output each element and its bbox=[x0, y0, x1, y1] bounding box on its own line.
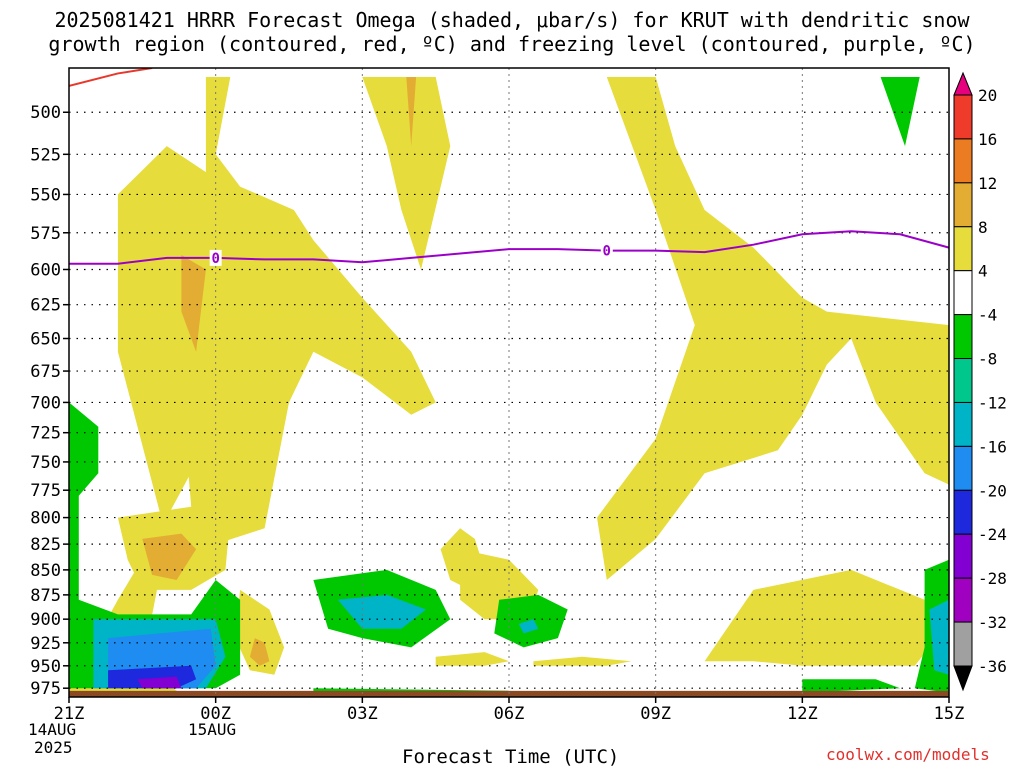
y-tick-label: 875 bbox=[30, 586, 61, 606]
omega-region-14 bbox=[235, 589, 285, 675]
y-tick-label: 950 bbox=[30, 657, 61, 677]
y-tick-label: 500 bbox=[30, 103, 61, 123]
chart-title-line1: 2025081421 HRRR Forecast Omega (shaded, … bbox=[54, 8, 970, 32]
omega-shading bbox=[69, 77, 949, 697]
colorbar-swatch bbox=[953, 138, 973, 184]
y-tick-label: 700 bbox=[30, 393, 61, 413]
x-tick-label: 00Z bbox=[200, 704, 231, 724]
colorbar-swatch bbox=[953, 314, 973, 360]
colorbar-swatch bbox=[953, 226, 973, 272]
colorbar-label: -16 bbox=[978, 437, 1007, 456]
dgz-contour bbox=[69, 68, 153, 87]
freezing-label-bg bbox=[209, 249, 222, 266]
y-tick-label: 525 bbox=[30, 145, 61, 165]
colorbar-label: -32 bbox=[978, 613, 1007, 632]
y-tick-label: 550 bbox=[30, 185, 61, 205]
colorbar-top-arrow bbox=[953, 71, 973, 96]
colorbar-label: 20 bbox=[978, 86, 997, 105]
chart-title-line2: growth region (contoured, red, ºC) and f… bbox=[48, 32, 976, 56]
omega-region-21 bbox=[880, 77, 920, 147]
x-tick-label: 06Z bbox=[494, 704, 525, 724]
omega-region-3 bbox=[205, 77, 436, 439]
y-tick-label: 825 bbox=[30, 535, 61, 555]
omega-region-29 bbox=[137, 676, 182, 689]
date-start-day: 14AUG bbox=[28, 720, 77, 739]
colorbar-swatch bbox=[953, 358, 973, 403]
omega-region-2 bbox=[181, 255, 206, 352]
credit-link[interactable]: coolwx.com/models bbox=[826, 745, 990, 764]
y-tick-label: 800 bbox=[30, 509, 61, 529]
y-tick-label: 725 bbox=[30, 424, 61, 444]
omega-region-5 bbox=[406, 77, 417, 147]
omega-region-18 bbox=[337, 594, 426, 629]
date-day2: 15AUG bbox=[188, 720, 237, 739]
colorbar-label: -20 bbox=[978, 481, 1007, 500]
colorbar-swatch bbox=[953, 621, 973, 667]
colorbar-label: 4 bbox=[978, 262, 988, 281]
colorbar-swatch bbox=[953, 270, 973, 316]
y-tick-label: 975 bbox=[30, 679, 61, 699]
omega-region-20 bbox=[518, 619, 539, 634]
omega-region-13 bbox=[533, 656, 632, 666]
y-tick-label: 575 bbox=[30, 224, 61, 244]
colorbar-label: -36 bbox=[978, 657, 1007, 676]
colorbar-swatch bbox=[953, 489, 973, 535]
colorbar-label: 8 bbox=[978, 218, 988, 237]
omega-region-16 bbox=[69, 402, 241, 689]
colorbar-swatch bbox=[953, 533, 973, 579]
y-tick-label: 600 bbox=[30, 260, 61, 280]
colorbar-swatch bbox=[953, 577, 973, 623]
x-axis-title: Forecast Time (UTC) bbox=[402, 746, 620, 768]
colorbar-swatch bbox=[953, 401, 973, 447]
y-tick-label: 625 bbox=[30, 296, 61, 316]
omega-region-12 bbox=[435, 652, 509, 666]
colorbar-swatch bbox=[953, 445, 973, 491]
y-tick-label: 850 bbox=[30, 561, 61, 581]
x-tick-label: 12Z bbox=[787, 704, 818, 724]
omega-region-11 bbox=[704, 569, 930, 666]
colorbar-label: 16 bbox=[978, 130, 997, 149]
colorbar-swatch bbox=[953, 182, 973, 228]
freezing-level-label: 0 bbox=[211, 251, 219, 267]
y-tick-label: 775 bbox=[30, 481, 61, 501]
date-start-year: 2025 bbox=[34, 738, 73, 757]
y-tick-label: 675 bbox=[30, 362, 61, 382]
colorbar-label: -8 bbox=[978, 350, 997, 369]
omega-region-24 bbox=[802, 679, 901, 693]
colorbar-label: -4 bbox=[978, 306, 997, 325]
freezing-label-bg bbox=[600, 242, 613, 259]
omega-region-23 bbox=[929, 599, 949, 675]
y-tick-label: 750 bbox=[30, 453, 61, 473]
colorbar-label: 12 bbox=[978, 174, 997, 193]
x-tick-label: 15Z bbox=[934, 704, 965, 724]
colorbar-bottom-arrow bbox=[953, 665, 973, 692]
y-tick-label: 925 bbox=[30, 634, 61, 654]
omega-region-15 bbox=[249, 638, 270, 666]
y-tick-label: 650 bbox=[30, 330, 61, 350]
omega-region-4 bbox=[362, 77, 451, 270]
freezing-level-label: 0 bbox=[603, 244, 611, 260]
x-tick-label: 03Z bbox=[347, 704, 378, 724]
colorbar-label: -24 bbox=[978, 525, 1007, 544]
y-tick-label: 900 bbox=[30, 610, 61, 630]
x-tick-label: 09Z bbox=[640, 704, 671, 724]
colorbar-label: -28 bbox=[978, 569, 1007, 588]
x-tick-label: 21Z bbox=[54, 704, 85, 724]
omega-region-8 bbox=[142, 533, 197, 580]
omega-region-6 bbox=[597, 77, 949, 580]
colorbar-swatch bbox=[953, 94, 973, 140]
colorbar-label: -12 bbox=[978, 393, 1007, 412]
